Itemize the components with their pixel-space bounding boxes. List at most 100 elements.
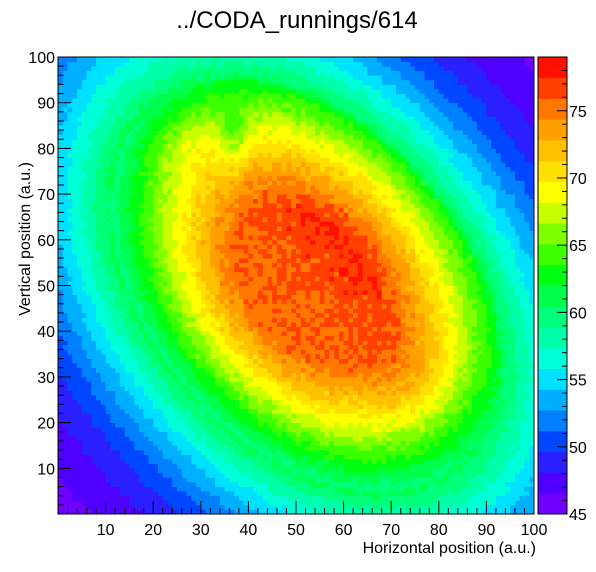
heatmap-cell [186, 143, 192, 149]
heatmap-cell [167, 381, 173, 387]
heatmap-cell [67, 381, 73, 387]
heatmap-cell [167, 130, 173, 136]
heatmap-cell [86, 285, 92, 291]
heatmap-cell [196, 294, 202, 300]
heatmap-cell [276, 422, 283, 428]
heatmap-cell [134, 267, 140, 273]
heatmap-cell [177, 454, 183, 460]
heatmap-cell [181, 312, 187, 318]
heatmap-cell [138, 258, 145, 263]
heatmap-cell [281, 317, 287, 323]
heatmap-cell [210, 61, 216, 67]
heatmap-cell [253, 454, 259, 460]
heatmap-cell [267, 450, 273, 455]
heatmap-cell [238, 194, 244, 200]
heatmap-cell [205, 468, 211, 474]
heatmap-cell [257, 367, 264, 373]
heatmap-cell [219, 331, 225, 337]
heatmap-cell [267, 445, 273, 451]
heatmap-cell [100, 504, 106, 510]
heatmap-cell [200, 88, 206, 94]
heatmap-cell [205, 207, 211, 213]
heatmap-cell [234, 157, 240, 163]
heatmap-cell [200, 294, 206, 300]
heatmap-cell [291, 349, 297, 355]
heatmap-cell [105, 468, 111, 474]
heatmap-cell [110, 331, 116, 337]
heatmap-cell [115, 285, 121, 291]
heatmap-cell [276, 468, 283, 474]
heatmap-cell [253, 66, 259, 72]
heatmap-cell [167, 171, 173, 177]
heatmap-cell [172, 367, 178, 373]
heatmap-cell [196, 363, 202, 369]
heatmap-cell [86, 262, 92, 268]
heatmap-cell [81, 102, 87, 108]
heatmap-cell [276, 381, 283, 387]
heatmap-cell [157, 372, 164, 378]
heatmap-cell [210, 294, 216, 300]
heatmap-cell [77, 450, 83, 455]
heatmap-cell [167, 285, 173, 291]
heatmap-cell [286, 162, 292, 168]
heatmap-cell [167, 340, 173, 346]
heatmap-cell [286, 294, 292, 300]
heatmap-cell [81, 354, 87, 359]
heatmap-cell [248, 116, 254, 122]
heatmap-cell [210, 386, 216, 391]
heatmap-cell [134, 258, 140, 263]
heatmap-cell [86, 367, 92, 373]
heatmap-cell [219, 107, 225, 113]
heatmap-cell [238, 184, 244, 190]
heatmap-cell [257, 404, 264, 410]
heatmap-cell [219, 61, 225, 67]
heatmap-cell [210, 422, 216, 428]
heatmap-cell [105, 376, 111, 382]
heatmap-cell [77, 203, 83, 209]
heatmap-cell [91, 418, 97, 423]
heatmap-cell [238, 162, 244, 168]
heatmap-cell [81, 258, 87, 263]
heatmap-cell [167, 57, 173, 62]
heatmap-cell [215, 157, 221, 163]
heatmap-cell [143, 125, 149, 131]
heatmap-cell [248, 404, 254, 410]
heatmap-cell [248, 175, 254, 181]
heatmap-cell [267, 189, 273, 195]
heatmap-cell [138, 290, 145, 295]
heatmap-cell [96, 258, 102, 263]
heatmap-cell [262, 253, 268, 259]
heatmap-cell [62, 308, 68, 314]
heatmap-cell [81, 326, 87, 332]
heatmap-cell [62, 226, 68, 232]
heatmap-cell [257, 244, 264, 250]
heatmap-cell [272, 130, 278, 136]
heatmap-cell [257, 226, 264, 232]
heatmap-cell [134, 472, 140, 478]
heatmap-cell [257, 107, 264, 113]
heatmap-cell [138, 175, 145, 181]
heatmap-cell [110, 258, 116, 263]
heatmap-cell [167, 79, 173, 85]
heatmap-cell [119, 88, 125, 94]
heatmap-cell [134, 216, 140, 222]
heatmap-cell [267, 253, 273, 259]
heatmap-cell [86, 75, 92, 81]
heatmap-cell [129, 454, 135, 460]
heatmap-cell [143, 308, 149, 314]
heatmap-cell [253, 290, 259, 295]
heatmap-cell [72, 125, 78, 131]
heatmap-cell [248, 390, 254, 396]
heatmap-cell [72, 75, 78, 81]
heatmap-cell [243, 248, 249, 254]
heatmap-cell [229, 372, 235, 378]
heatmap-cell [272, 253, 278, 259]
heatmap-cell [196, 130, 202, 136]
heatmap-cell [100, 395, 106, 401]
heatmap-cell [153, 344, 159, 350]
heatmap-cell [100, 134, 106, 140]
heatmap-cell [267, 262, 273, 268]
heatmap-cell [196, 358, 202, 364]
heatmap-cell [157, 285, 164, 291]
heatmap-cell [224, 125, 230, 131]
